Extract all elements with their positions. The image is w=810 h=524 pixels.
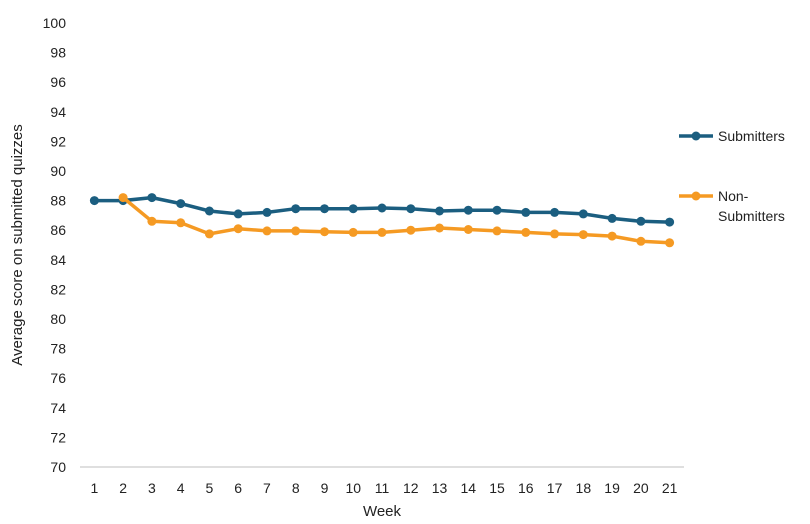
data-point [147, 216, 157, 226]
x-tick-label: 17 [547, 480, 563, 496]
x-tick-label: 1 [90, 480, 98, 496]
y-tick-label: 84 [50, 252, 66, 268]
legend-item: Submitters [679, 128, 785, 144]
legend: Submitters Non-Submitters [679, 128, 785, 224]
data-point [204, 206, 214, 216]
data-point [176, 218, 186, 228]
x-axis-title: Week [363, 503, 402, 520]
data-point [578, 230, 588, 240]
data-point [463, 225, 473, 234]
data-point [377, 227, 387, 237]
x-tick-label: 12 [403, 480, 419, 496]
y-tick-label: 98 [50, 45, 66, 61]
y-tick-label: 72 [50, 429, 66, 445]
legend-item: Non-Submitters [679, 188, 785, 224]
x-tick-label: 2 [119, 480, 127, 496]
y-tick-label: 96 [50, 74, 66, 90]
data-point [550, 229, 560, 239]
data-point [406, 225, 416, 235]
data-point [492, 226, 502, 236]
x-tick-label: 15 [489, 480, 505, 496]
x-tick-label: 21 [662, 480, 678, 496]
data-point [204, 229, 214, 239]
data-point [233, 209, 243, 219]
data-point [262, 207, 272, 217]
data-point [291, 204, 301, 214]
data-point [521, 207, 531, 217]
y-tick-label: 74 [50, 400, 66, 416]
data-point [406, 204, 416, 214]
data-point [665, 238, 675, 248]
data-point [320, 227, 329, 237]
legend-swatch-marker [691, 131, 701, 141]
legend-label: Non-Submitters [718, 188, 785, 224]
x-tick-label: 5 [206, 480, 214, 496]
data-point [521, 227, 531, 237]
x-tick-label: 6 [234, 480, 242, 496]
data-point [348, 227, 358, 237]
data-point [463, 205, 473, 215]
data-point [665, 217, 675, 227]
data-point [291, 226, 301, 236]
data-point [176, 199, 186, 209]
x-axis-ticks: 1 2 3 4 5 6 7 8 9 10 11 12 13 14 15 16 17 18 19 20 21 [90, 480, 677, 496]
x-tick-label: 8 [292, 480, 300, 496]
x-tick-label: 4 [177, 480, 185, 496]
series-1 [89, 193, 675, 227]
y-axis-title: Average score on submitted quizzes [9, 124, 26, 366]
x-tick-label: 16 [518, 480, 534, 496]
x-tick-label: 10 [345, 480, 361, 496]
y-axis-ticks: 70 72 74 76 78 80 82 84 86 88 90 92 94 96 98 100 [43, 15, 67, 475]
x-tick-label: 14 [460, 480, 476, 496]
y-tick-label: 76 [50, 370, 66, 386]
legend-label: Submitters [718, 128, 785, 144]
y-tick-label: 92 [50, 133, 66, 149]
legend-swatch-marker [691, 191, 701, 201]
series-line [121, 196, 670, 245]
data-point [262, 226, 272, 236]
y-tick-label: 80 [50, 311, 66, 327]
y-tick-label: 78 [50, 341, 66, 357]
y-tick-label: 88 [50, 193, 66, 209]
data-point [435, 206, 444, 216]
data-point [147, 193, 157, 203]
x-tick-label: 20 [633, 480, 649, 496]
data-point [607, 213, 617, 223]
data-point [550, 207, 560, 217]
data-point [636, 216, 646, 226]
x-tick-label: 19 [604, 480, 620, 496]
y-tick-label: 94 [50, 104, 66, 120]
data-point [89, 196, 99, 206]
data-point [492, 205, 502, 215]
series-layer [89, 193, 675, 248]
data-point [435, 223, 444, 233]
data-point [607, 231, 617, 241]
y-tick-label: 82 [50, 281, 66, 297]
data-point [118, 193, 128, 203]
x-tick-label: 9 [321, 480, 329, 496]
x-tick-label: 18 [576, 480, 592, 496]
y-tick-label: 100 [43, 15, 67, 31]
data-point [578, 209, 588, 219]
y-tick-label: 70 [50, 459, 66, 475]
data-point [320, 204, 329, 214]
x-tick-label: 13 [432, 480, 448, 496]
data-point [233, 224, 243, 234]
data-point [636, 236, 646, 246]
data-point [348, 204, 358, 214]
x-tick-label: 11 [375, 480, 390, 496]
x-tick-label: 7 [263, 480, 271, 496]
y-tick-label: 90 [50, 163, 66, 179]
series-2 [118, 193, 675, 248]
data-point [377, 203, 387, 213]
x-tick-label: 3 [148, 480, 156, 496]
y-tick-label: 86 [50, 222, 66, 238]
